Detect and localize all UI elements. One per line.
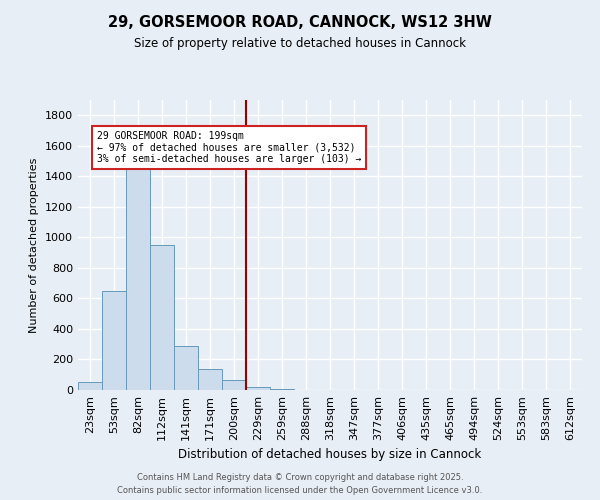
Bar (198, 368, 222, 390)
Bar (174, 346, 198, 390)
Bar (270, 389, 294, 390)
Bar (126, 161, 150, 390)
Bar (102, 291, 126, 390)
Text: 29 GORSEMOOR ROAD: 199sqm
← 97% of detached houses are smaller (3,532)
3% of sem: 29 GORSEMOOR ROAD: 199sqm ← 97% of detac… (97, 130, 362, 164)
Bar (78, 382, 102, 390)
Bar (150, 245, 174, 390)
Text: 29, GORSEMOOR ROAD, CANNOCK, WS12 3HW: 29, GORSEMOOR ROAD, CANNOCK, WS12 3HW (108, 15, 492, 30)
Text: Size of property relative to detached houses in Cannock: Size of property relative to detached ho… (134, 38, 466, 51)
Text: Contains HM Land Registry data © Crown copyright and database right 2025.: Contains HM Land Registry data © Crown c… (137, 474, 463, 482)
Bar (222, 380, 246, 390)
Bar (246, 387, 270, 390)
Text: Contains public sector information licensed under the Open Government Licence v3: Contains public sector information licen… (118, 486, 482, 495)
Y-axis label: Number of detached properties: Number of detached properties (29, 158, 40, 332)
X-axis label: Distribution of detached houses by size in Cannock: Distribution of detached houses by size … (178, 448, 482, 462)
